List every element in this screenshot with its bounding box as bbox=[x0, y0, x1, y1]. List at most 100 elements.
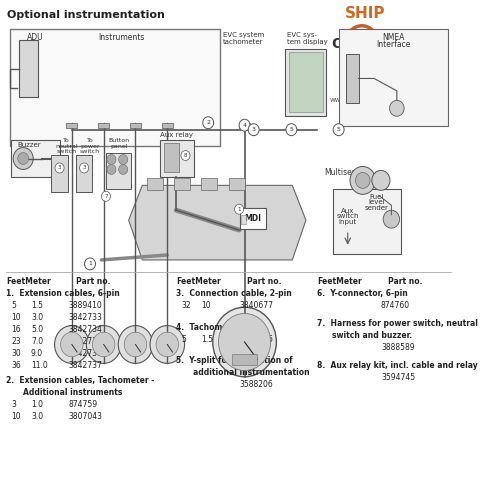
Text: Instruments: Instruments bbox=[98, 32, 145, 42]
Text: 9.0: 9.0 bbox=[31, 349, 43, 358]
Text: 4: 4 bbox=[242, 122, 246, 128]
Circle shape bbox=[390, 100, 404, 116]
Text: 3588206: 3588206 bbox=[239, 380, 273, 389]
Circle shape bbox=[202, 116, 213, 128]
FancyBboxPatch shape bbox=[147, 178, 162, 190]
Text: 3842737: 3842737 bbox=[68, 361, 102, 370]
Text: 1.  Extension cables, 6-pin: 1. Extension cables, 6-pin bbox=[6, 290, 119, 298]
Text: www.ShipOutletStore.com: www.ShipOutletStore.com bbox=[330, 97, 421, 103]
Circle shape bbox=[150, 326, 184, 364]
Text: Part no.: Part no. bbox=[247, 278, 282, 286]
Text: 5.0: 5.0 bbox=[31, 325, 43, 334]
FancyBboxPatch shape bbox=[286, 48, 327, 116]
Text: neutral: neutral bbox=[55, 144, 78, 148]
Text: 3886666: 3886666 bbox=[239, 334, 273, 344]
FancyBboxPatch shape bbox=[162, 122, 172, 128]
Circle shape bbox=[372, 170, 390, 190]
FancyBboxPatch shape bbox=[18, 40, 38, 98]
Circle shape bbox=[84, 258, 96, 270]
Circle shape bbox=[118, 326, 152, 364]
Circle shape bbox=[107, 154, 116, 164]
FancyBboxPatch shape bbox=[66, 122, 78, 128]
Circle shape bbox=[239, 119, 250, 131]
Circle shape bbox=[350, 166, 376, 194]
Text: sender: sender bbox=[364, 205, 388, 211]
Circle shape bbox=[107, 164, 116, 174]
Text: 1: 1 bbox=[238, 206, 241, 212]
Circle shape bbox=[234, 204, 244, 214]
Text: 3807043: 3807043 bbox=[68, 412, 102, 421]
Text: 10: 10 bbox=[12, 313, 21, 322]
Circle shape bbox=[55, 163, 64, 173]
Text: 3: 3 bbox=[12, 400, 16, 409]
Text: tem display: tem display bbox=[287, 39, 328, 45]
Text: switch: switch bbox=[56, 149, 76, 154]
Text: tachometer: tachometer bbox=[223, 39, 264, 45]
Text: 874760: 874760 bbox=[381, 301, 410, 310]
Text: SHIP: SHIP bbox=[344, 6, 385, 22]
Circle shape bbox=[118, 164, 128, 174]
Circle shape bbox=[92, 332, 115, 357]
Text: 7: 7 bbox=[104, 194, 108, 199]
FancyBboxPatch shape bbox=[333, 190, 402, 254]
Circle shape bbox=[80, 163, 88, 173]
Text: 3: 3 bbox=[82, 166, 86, 170]
Text: To: To bbox=[86, 138, 94, 143]
Circle shape bbox=[54, 326, 89, 364]
Text: Aux relay: Aux relay bbox=[160, 132, 192, 138]
Text: 10: 10 bbox=[12, 412, 21, 421]
Circle shape bbox=[118, 154, 128, 164]
Text: 30: 30 bbox=[12, 349, 21, 358]
Text: FeetMeter: FeetMeter bbox=[6, 278, 51, 286]
Text: 32: 32 bbox=[182, 301, 192, 310]
Circle shape bbox=[333, 124, 344, 136]
Circle shape bbox=[383, 210, 400, 228]
Text: 36: 36 bbox=[12, 361, 21, 370]
Text: 8.  Aux relay kit, incl. cable and relay: 8. Aux relay kit, incl. cable and relay bbox=[318, 361, 478, 370]
Text: 3842735: 3842735 bbox=[68, 337, 102, 346]
FancyBboxPatch shape bbox=[174, 178, 190, 190]
FancyBboxPatch shape bbox=[10, 28, 220, 146]
Text: STORE: STORE bbox=[346, 72, 398, 86]
Text: switch: switch bbox=[336, 213, 359, 219]
Text: 3594745: 3594745 bbox=[381, 373, 415, 382]
Text: ADU: ADU bbox=[27, 32, 44, 42]
Text: 5.  Y-split for connection of: 5. Y-split for connection of bbox=[176, 356, 293, 365]
Circle shape bbox=[356, 172, 370, 188]
Text: 7.  Harness for power switch, neutral: 7. Harness for power switch, neutral bbox=[318, 319, 478, 328]
Text: 5: 5 bbox=[336, 127, 340, 132]
Text: 2.  Extension cables, Tachometer -: 2. Extension cables, Tachometer - bbox=[6, 376, 154, 386]
Text: 3888589: 3888589 bbox=[381, 343, 414, 352]
FancyBboxPatch shape bbox=[76, 154, 92, 192]
FancyBboxPatch shape bbox=[232, 354, 258, 364]
Text: Aux: Aux bbox=[341, 208, 354, 214]
Circle shape bbox=[13, 148, 33, 170]
Text: 1.5: 1.5 bbox=[202, 334, 213, 344]
Text: EVC system: EVC system bbox=[223, 32, 264, 38]
FancyBboxPatch shape bbox=[130, 122, 141, 128]
Text: 1: 1 bbox=[88, 262, 92, 266]
Circle shape bbox=[60, 332, 83, 357]
Text: 5: 5 bbox=[182, 334, 186, 344]
Text: 11.0: 11.0 bbox=[31, 361, 48, 370]
Text: 10: 10 bbox=[202, 301, 211, 310]
Text: Optional instrumentation: Optional instrumentation bbox=[7, 10, 164, 20]
FancyBboxPatch shape bbox=[346, 54, 358, 104]
Circle shape bbox=[86, 326, 121, 364]
FancyBboxPatch shape bbox=[160, 140, 194, 177]
Text: MDI: MDI bbox=[244, 214, 261, 222]
Text: 3842733: 3842733 bbox=[68, 313, 102, 322]
Text: Button: Button bbox=[108, 138, 129, 143]
Text: To: To bbox=[63, 138, 70, 143]
FancyBboxPatch shape bbox=[228, 178, 244, 190]
FancyBboxPatch shape bbox=[241, 215, 246, 224]
Text: OUTLET: OUTLET bbox=[332, 36, 392, 51]
Text: input: input bbox=[338, 218, 357, 224]
Text: panel: panel bbox=[110, 144, 128, 148]
Text: power: power bbox=[80, 144, 100, 148]
Text: Part no.: Part no. bbox=[388, 278, 422, 286]
Text: 3: 3 bbox=[252, 127, 256, 132]
Text: Additional instruments: Additional instruments bbox=[23, 388, 122, 398]
Text: 3842734: 3842734 bbox=[68, 325, 102, 334]
Text: 5: 5 bbox=[12, 301, 16, 310]
